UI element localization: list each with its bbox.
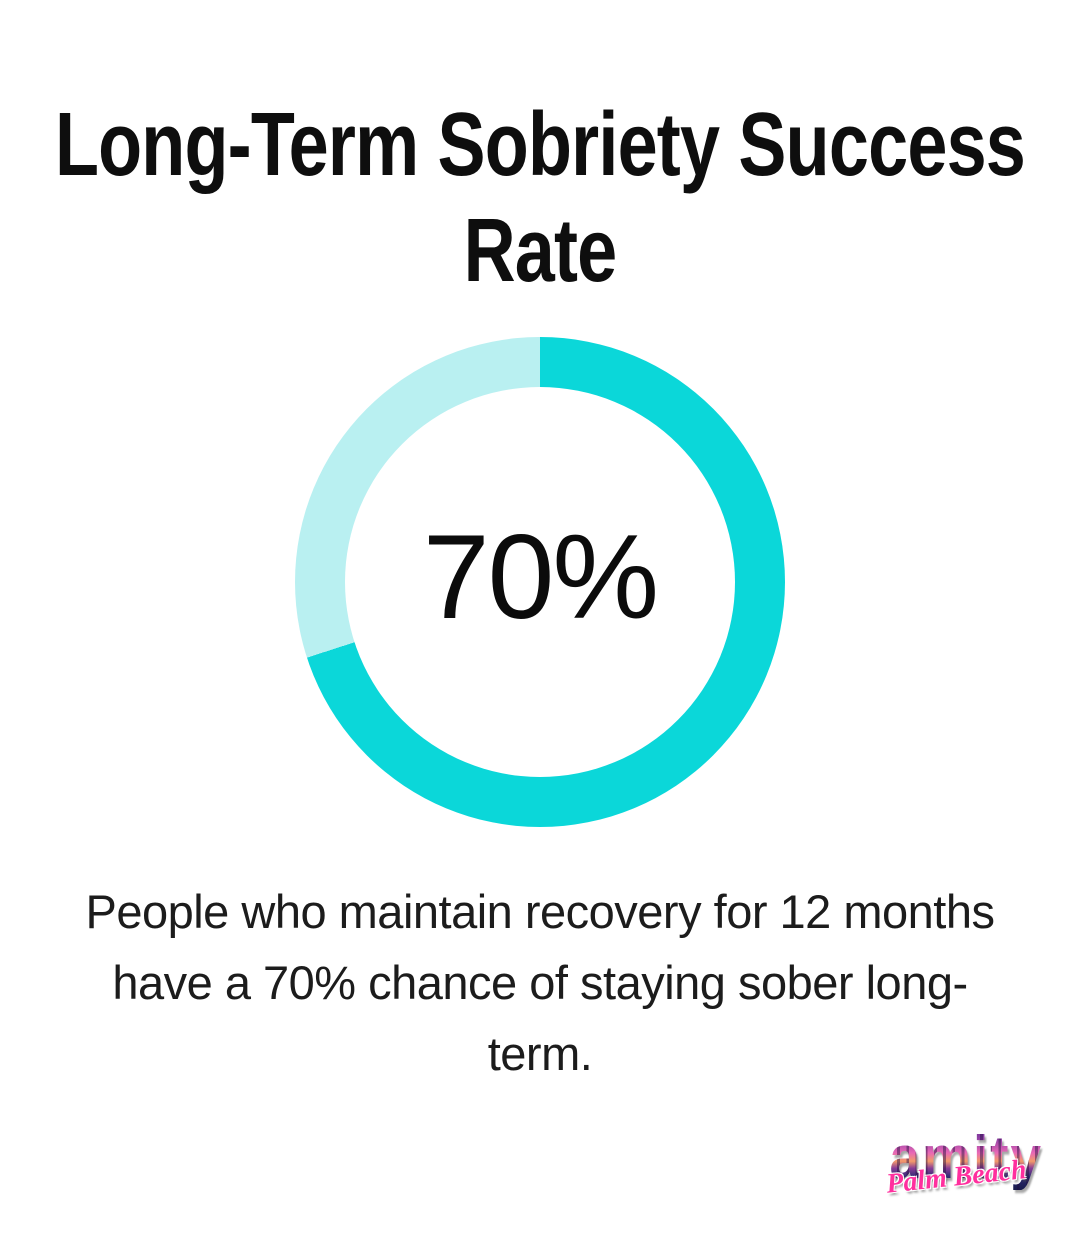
amity-palm-beach-logo: amity Palm Beach [885,1124,1058,1226]
description-line-1: People who maintain recovery for 12 mont… [85,885,995,938]
donut-chart: 70% [295,337,785,827]
page-title: Long-Term Sobriety Success Rate [0,92,1080,304]
description-text: People who maintain recovery for 12 mont… [0,876,1080,1089]
page-title-line-2: Rate [463,201,618,301]
donut-center-label: 70% [422,510,659,644]
logo-brand-text: amity [888,1124,1045,1191]
donut-hole: 70% [345,387,735,777]
description-line-2: have a 70% chance of staying sober long- [112,956,968,1009]
description-line-3: term. [487,1027,593,1080]
page-title-line-1: Long-Term Sobriety Success [54,95,1026,195]
